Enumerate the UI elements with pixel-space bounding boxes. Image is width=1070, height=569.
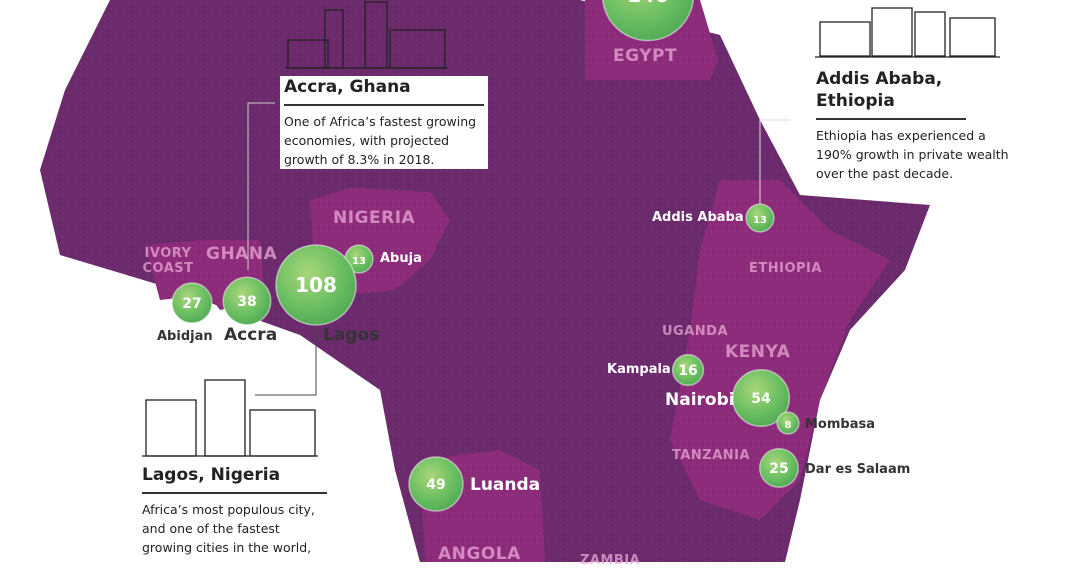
country-label: ZAMBIA <box>580 553 641 568</box>
city-label: Nairobi <box>665 390 735 410</box>
callout-title: Accra, Ghana <box>284 76 484 106</box>
callout-title: Addis Ababa, Ethiopia <box>816 68 966 120</box>
city-bubble <box>745 203 775 233</box>
callout-title: Lagos, Nigeria <box>142 464 327 494</box>
country-label: UGANDA <box>662 324 729 339</box>
city-bubble <box>776 411 800 435</box>
city-label: Luanda <box>470 475 541 495</box>
country-label: TANZANIA <box>672 448 751 463</box>
country-label: ANGOLA <box>438 544 521 564</box>
callout-text: Africa’s most populous city, and one of … <box>142 502 315 555</box>
callout: Accra, Ghana One of Africa’s fastest gro… <box>280 76 488 169</box>
city-bubble <box>671 353 705 387</box>
leader-line <box>759 119 790 205</box>
bubble-value: 16 <box>678 363 697 379</box>
city-label: Accra <box>224 325 278 345</box>
city-bubble <box>759 448 799 488</box>
city-label: Mombasa <box>805 417 876 432</box>
country-label: EGYPT <box>613 46 678 66</box>
city-bubble <box>171 282 213 324</box>
city-bubble <box>222 276 272 326</box>
city-label: Abuja <box>380 251 422 266</box>
bubble-value: 13 <box>753 215 767 226</box>
city-label: Lagos <box>323 325 380 345</box>
callout-text: One of Africa’s fastest growing economie… <box>284 114 477 167</box>
bubble-value: 140 <box>627 0 669 7</box>
city-bubble <box>601 0 695 42</box>
bubble-value: 13 <box>352 256 366 267</box>
city-bubble <box>731 368 791 428</box>
leader-line <box>247 102 275 270</box>
callout: Lagos, Nigeria Africa’s most populous ci… <box>138 464 331 557</box>
city-bubble <box>408 456 464 512</box>
addis-skyline <box>815 7 1000 58</box>
country-label: KENYA <box>725 342 791 362</box>
city-label: Kampala <box>607 362 671 377</box>
bubble-value: 27 <box>182 296 201 312</box>
city-label: Dar es Salaam <box>805 462 911 477</box>
country-label: ETHIOPIA <box>749 261 822 276</box>
bubble-value: 25 <box>769 461 788 477</box>
leader-line <box>255 325 317 396</box>
bubble-value: 8 <box>785 420 792 431</box>
lagos-skyline <box>142 379 318 457</box>
country-label: NIGERIA <box>333 208 416 228</box>
accra-skyline <box>285 1 448 69</box>
country-label: GHANA <box>206 244 278 264</box>
city-bubble <box>275 244 357 326</box>
country-label: IVORY COAST <box>142 246 194 276</box>
callout: Addis Ababa, Ethiopia Ethiopia has exper… <box>812 68 1015 183</box>
city-label: Abidjan <box>157 329 213 344</box>
bubble-value: 54 <box>751 391 771 407</box>
bubble-value: 38 <box>237 294 256 310</box>
city-label: Addis Ababa <box>652 210 744 225</box>
callout-text: Ethiopia has experienced a 190% growth i… <box>816 128 1009 181</box>
bubble-value: 108 <box>295 273 337 297</box>
bubble-value: 49 <box>426 477 445 493</box>
